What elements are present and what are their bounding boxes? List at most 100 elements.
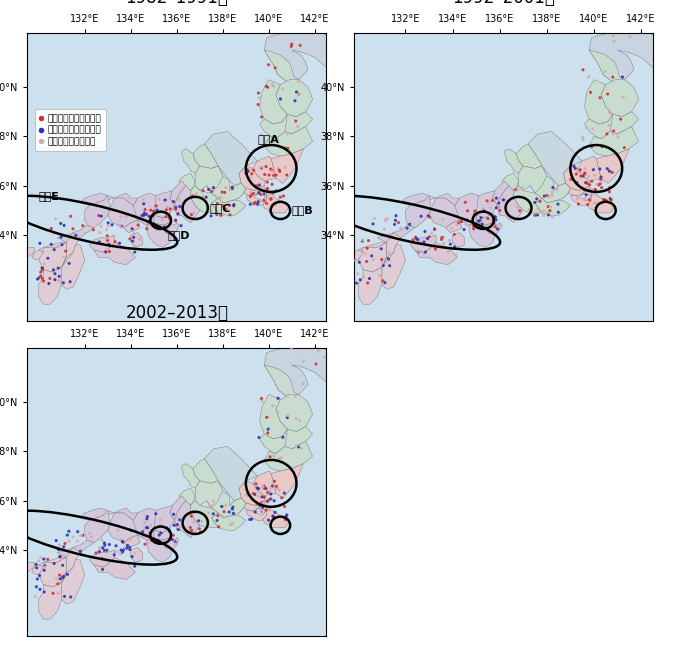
Point bbox=[404, 219, 415, 230]
Point bbox=[517, 182, 528, 193]
Text: 地域C: 地域C bbox=[209, 203, 231, 213]
Point bbox=[256, 393, 267, 403]
Point bbox=[262, 428, 273, 438]
Point bbox=[256, 112, 267, 122]
Point bbox=[72, 527, 83, 537]
Point bbox=[100, 247, 111, 257]
Polygon shape bbox=[377, 225, 415, 243]
Point bbox=[570, 163, 581, 174]
Point bbox=[456, 216, 467, 227]
Point bbox=[600, 66, 611, 77]
Point bbox=[56, 232, 67, 242]
Point bbox=[352, 268, 363, 279]
Point bbox=[415, 211, 426, 222]
Point bbox=[604, 186, 615, 197]
Point bbox=[134, 234, 145, 244]
Polygon shape bbox=[243, 501, 265, 510]
Point bbox=[473, 216, 484, 226]
Point bbox=[215, 210, 226, 220]
Point bbox=[542, 190, 553, 201]
Point bbox=[512, 202, 523, 213]
Point bbox=[498, 195, 509, 205]
Point bbox=[59, 591, 70, 602]
Point bbox=[286, 41, 296, 52]
Point bbox=[607, 72, 618, 83]
Polygon shape bbox=[246, 510, 267, 520]
Point bbox=[194, 523, 205, 534]
Point bbox=[118, 545, 129, 556]
Point bbox=[244, 514, 255, 525]
Point bbox=[606, 108, 617, 119]
Polygon shape bbox=[358, 243, 387, 253]
Point bbox=[58, 220, 69, 231]
Point bbox=[171, 201, 182, 212]
Point bbox=[139, 518, 150, 528]
Polygon shape bbox=[115, 193, 137, 205]
Point bbox=[290, 413, 301, 424]
Point bbox=[568, 161, 579, 171]
Point bbox=[263, 135, 274, 146]
Point bbox=[282, 510, 292, 520]
Point bbox=[481, 195, 492, 206]
Point bbox=[139, 204, 150, 215]
Polygon shape bbox=[195, 481, 223, 508]
Point bbox=[198, 191, 209, 201]
Polygon shape bbox=[253, 156, 276, 181]
Point bbox=[203, 508, 214, 518]
Point bbox=[260, 483, 271, 494]
Point bbox=[143, 217, 154, 228]
Point bbox=[186, 209, 197, 220]
Point bbox=[151, 201, 162, 211]
Point bbox=[469, 209, 480, 220]
Point bbox=[170, 202, 181, 213]
Point bbox=[250, 197, 260, 208]
Point bbox=[357, 235, 368, 245]
Point bbox=[422, 234, 433, 244]
Point bbox=[586, 176, 597, 186]
Point bbox=[224, 210, 235, 220]
Polygon shape bbox=[589, 127, 639, 156]
Point bbox=[94, 543, 105, 553]
Point bbox=[290, 96, 301, 106]
Polygon shape bbox=[262, 193, 290, 213]
Point bbox=[354, 257, 364, 268]
Point bbox=[133, 220, 143, 230]
Point bbox=[364, 274, 375, 284]
Point bbox=[99, 540, 110, 550]
Point bbox=[46, 223, 56, 234]
Point bbox=[579, 193, 590, 203]
Point bbox=[593, 180, 604, 190]
Point bbox=[88, 224, 99, 235]
Point bbox=[220, 500, 231, 510]
Point bbox=[262, 496, 273, 506]
Point bbox=[423, 211, 434, 221]
Polygon shape bbox=[516, 144, 542, 169]
Point bbox=[553, 199, 564, 209]
Point bbox=[270, 199, 281, 210]
Polygon shape bbox=[62, 233, 80, 267]
Point bbox=[377, 277, 388, 288]
Point bbox=[259, 492, 270, 502]
Point bbox=[242, 490, 253, 501]
Point bbox=[60, 539, 71, 549]
Point bbox=[50, 213, 61, 224]
Point bbox=[261, 81, 272, 92]
Point bbox=[245, 172, 256, 182]
Point bbox=[601, 195, 612, 206]
Point bbox=[102, 236, 113, 246]
Point bbox=[218, 506, 229, 517]
Point bbox=[293, 89, 304, 99]
Point bbox=[42, 554, 53, 565]
Point bbox=[197, 516, 207, 527]
Point bbox=[418, 249, 429, 259]
Point bbox=[75, 546, 86, 556]
Point bbox=[267, 166, 277, 176]
Point bbox=[129, 548, 140, 558]
Polygon shape bbox=[589, 50, 624, 82]
Polygon shape bbox=[163, 223, 179, 235]
Point bbox=[117, 546, 128, 557]
Point bbox=[225, 520, 236, 530]
Point bbox=[262, 487, 273, 498]
Polygon shape bbox=[39, 243, 67, 253]
Point bbox=[630, 22, 641, 32]
